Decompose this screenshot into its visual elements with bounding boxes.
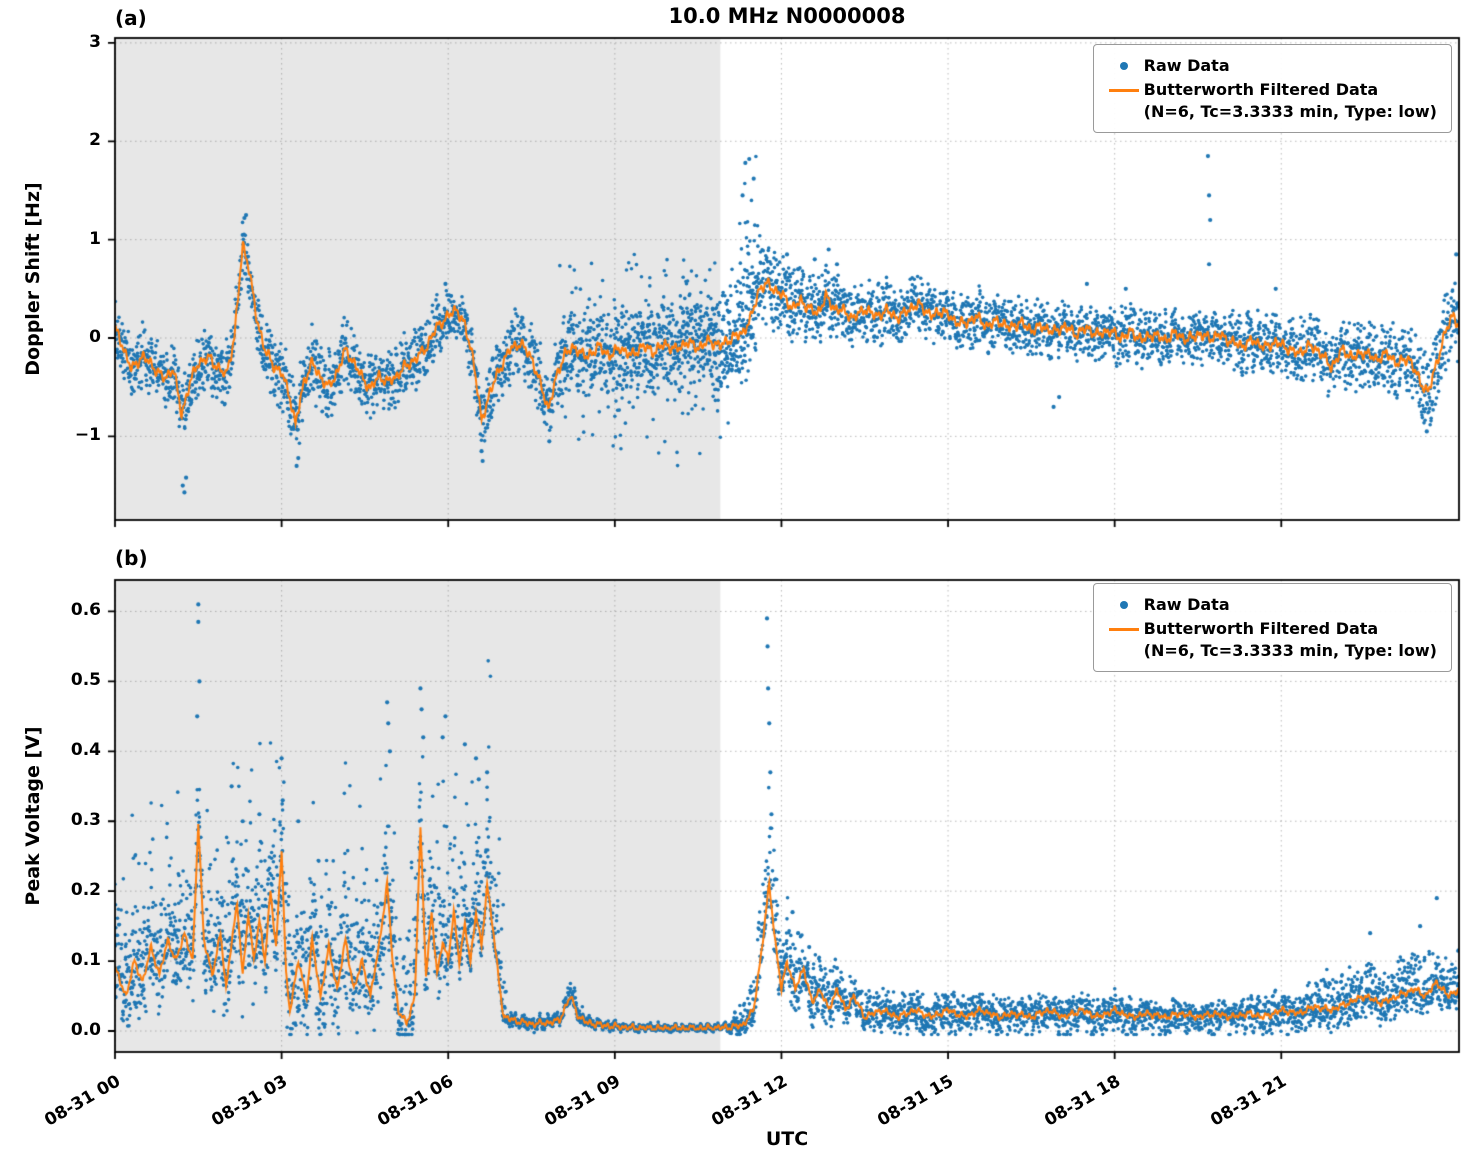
y-tick-label: 2 [89,130,101,151]
filtered-line-marker-icon [1104,79,1144,101]
y-tick-label: 0.6 [70,600,101,621]
y-tick-label: 0.0 [70,1020,101,1041]
legend-panel-b: Raw Data Butterworth Filtered Data (N=6,… [1092,583,1452,672]
y-tick-label: −1 [74,425,101,446]
legend-item-raw: Raw Data [1104,55,1437,77]
legend-item-raw: Raw Data [1104,594,1437,616]
raw-data-marker-icon [1104,55,1144,77]
legend-raw-label: Raw Data [1143,595,1230,614]
y-tick-label: 0.2 [70,880,101,901]
y-tick-label: 0.4 [70,740,101,761]
legend-panel-a: Raw Data Butterworth Filtered Data (N=6,… [1092,44,1452,133]
x-axis-label: UTC [765,1128,809,1150]
legend-filtered-label: Butterworth Filtered Data [1143,619,1379,638]
legend-item-filtered: Butterworth Filtered Data (N=6, Tc=3.333… [1104,79,1437,122]
y-tick-label: 3 [89,31,101,52]
y-tick-label: 0.5 [70,670,101,691]
raw-data-marker-icon [1104,594,1144,616]
y-tick-label: 0.3 [70,810,101,831]
legend-filtered-label: Butterworth Filtered Data [1143,80,1379,99]
y-tick-label: 1 [89,228,101,249]
y-tick-label: 0.1 [70,950,101,971]
chart-title: 10.0 MHz N0000008 [668,4,906,28]
panel-b-tag: (b) [115,546,148,570]
legend-item-filtered: Butterworth Filtered Data (N=6, Tc=3.333… [1104,618,1437,661]
y-tick-label: 0 [89,327,101,348]
legend-filtered-sublabel: (N=6, Tc=3.3333 min, Type: low) [1143,102,1437,121]
legend-raw-label: Raw Data [1143,56,1230,75]
legend-filtered-sublabel: (N=6, Tc=3.3333 min, Type: low) [1143,641,1437,660]
filtered-line-marker-icon [1104,618,1144,640]
panel-a-tag: (a) [115,6,147,30]
